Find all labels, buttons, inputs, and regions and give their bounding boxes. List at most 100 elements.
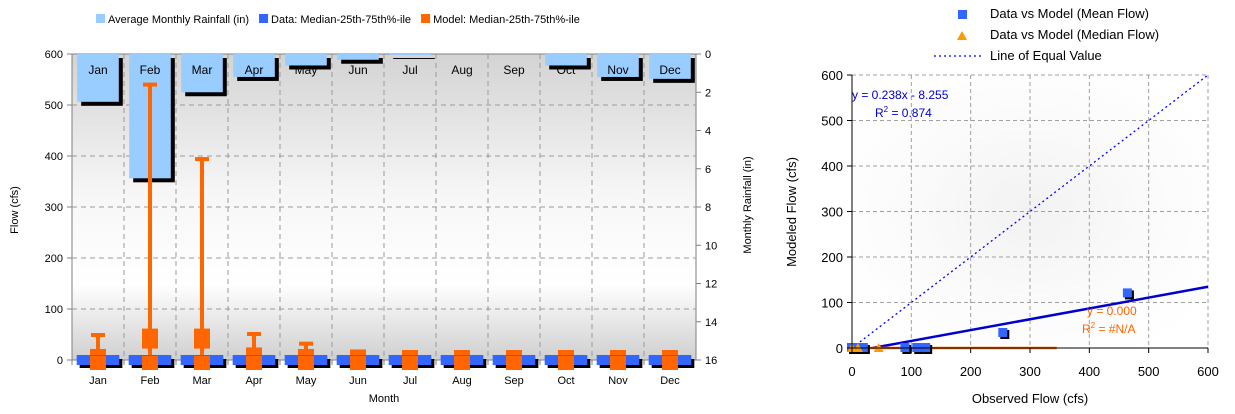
y-tick-label: 100 xyxy=(821,296,843,311)
mean-point xyxy=(1122,288,1132,298)
axes: 0 100 200 300 400 500 600 0 2 4 6 8 10 12 14 16 Jan Feb Ma… xyxy=(45,49,718,387)
model-base-marker xyxy=(90,356,106,370)
mean-trend-equation: y = 0.238x - 8.255 xyxy=(852,88,949,102)
x-tick-label: Feb xyxy=(141,375,160,387)
rainfall-bars: Jan Feb Mar Apr May Jun Jul Aug Sep Oct Nov Dec xyxy=(77,54,695,183)
legend: Average Monthly Rainfall (in) Data: Media… xyxy=(96,14,580,26)
mean-trendline xyxy=(872,285,1209,350)
x-tick-label: 200 xyxy=(960,364,982,379)
rainfall-bar-label: Aug xyxy=(451,63,472,77)
x-tick-label: Jul xyxy=(403,375,417,387)
median-trend-equation: y = 0.000 xyxy=(1087,304,1137,318)
x-tick-label: 100 xyxy=(900,364,922,379)
rainfall-bar xyxy=(389,54,431,55)
y-axis-title: Modeled Flow (cfs) xyxy=(784,157,799,267)
y-tick-label: 600 xyxy=(45,49,63,61)
model-base-marker xyxy=(610,356,626,370)
y-tick-label: 100 xyxy=(45,304,63,316)
y-axis-title: Flow (cfs) xyxy=(9,186,21,234)
rainfall-bar xyxy=(337,54,379,60)
x-tick-label: Aug xyxy=(452,375,472,387)
legend-label: Average Monthly Rainfall (in) xyxy=(108,14,249,26)
gridlines xyxy=(72,54,696,360)
rainfall-bar xyxy=(597,54,639,77)
x-tick-label: Dec xyxy=(660,375,680,387)
y-tick-label: 400 xyxy=(821,159,843,174)
legend-swatch xyxy=(421,14,431,23)
x-tick-label: 600 xyxy=(1197,364,1219,379)
y-tick-label: 0 xyxy=(57,355,63,367)
x-tick-label: Apr xyxy=(245,375,262,387)
rainfall-bar xyxy=(545,54,587,66)
rainfall-bar xyxy=(285,54,327,66)
legend-swatch xyxy=(957,31,967,40)
x-axis-title: Observed Flow (cfs) xyxy=(972,391,1088,406)
rainfall-bar-label: Mar xyxy=(192,63,213,77)
y2-tick-label: 4 xyxy=(705,126,711,138)
legend-label: Data: Median-25th-75th%-ile xyxy=(271,14,411,26)
rainfall-bar-shadow xyxy=(393,58,435,59)
data-bars xyxy=(76,355,695,370)
y2-tick-label: 2 xyxy=(705,87,711,99)
y2-tick-label: 16 xyxy=(705,355,717,367)
y-tick-label: 400 xyxy=(45,151,63,163)
mean-point xyxy=(998,327,1008,337)
y2-tick-label: 12 xyxy=(705,279,717,291)
model-base-marker xyxy=(558,356,574,370)
legend-label: Model: Median-25th-75th%-ile xyxy=(433,14,580,26)
rainfall-bar xyxy=(181,54,223,93)
rainfall-bar-label: Feb xyxy=(140,63,161,77)
rainfall-bar-shadow xyxy=(341,58,383,64)
median-trend-r2: R2 = #N/A xyxy=(1082,321,1135,336)
model-base-marker xyxy=(246,356,262,370)
axes: 0 100 200 300 400 500 600 0 100 200 300 400 500 600 xyxy=(821,68,1219,379)
y-tick-label: 600 xyxy=(821,68,843,83)
x-tick-label: 300 xyxy=(1019,364,1041,379)
monthly-flow-chart: Average Monthly Rainfall (in) Data: Media… xyxy=(9,14,754,405)
scatter-chart: Data vs Model (Mean Flow) Data vs Model (… xyxy=(784,6,1219,406)
rainfall-bar-label: Jan xyxy=(88,63,107,77)
y-tick-label: 300 xyxy=(45,202,63,214)
x-tick-label: May xyxy=(296,375,317,387)
rainfall-bar-label: Jul xyxy=(402,63,417,77)
rainfall-bar-label: Oct xyxy=(557,63,576,77)
rainfall-bar xyxy=(77,54,119,102)
mean-trend-r2: R2 = 0.874 xyxy=(875,105,932,120)
y2-tick-label: 6 xyxy=(705,164,711,176)
y-tick-label: 500 xyxy=(45,100,63,112)
x-tick-label: Oct xyxy=(557,375,574,387)
model-base-marker xyxy=(402,356,418,370)
legend-swatch xyxy=(958,10,967,19)
legend-swatch xyxy=(259,14,269,23)
y2-tick-label: 14 xyxy=(705,317,717,329)
rainfall-bar-label: Sep xyxy=(503,63,525,77)
rainfall-bar-label: Dec xyxy=(659,63,680,77)
model-base-marker xyxy=(194,356,210,370)
x-tick-label: 500 xyxy=(1138,364,1160,379)
legend-label: Line of Equal Value xyxy=(990,48,1102,63)
y2-tick-label: 10 xyxy=(705,240,717,252)
legend-label: Data vs Model (Mean Flow) xyxy=(990,6,1149,21)
rainfall-bar xyxy=(649,54,691,79)
x-tick-label: Jun xyxy=(349,375,367,387)
y-tick-label: 0 xyxy=(836,341,843,356)
x-axis-title: Month xyxy=(369,393,400,405)
legend: Data vs Model (Mean Flow) Data vs Model (… xyxy=(934,6,1159,63)
y2-tick-label: 0 xyxy=(705,49,711,61)
y2-tick-label: 8 xyxy=(705,202,711,214)
model-base-marker xyxy=(350,356,366,370)
y2-axis-title: Monthly Rainfall (in) xyxy=(742,156,754,253)
rainfall-bar-label: Nov xyxy=(607,63,628,77)
y-tick-label: 300 xyxy=(821,205,843,220)
x-tick-label: 0 xyxy=(848,364,855,379)
legend-label: Data vs Model (Median Flow) xyxy=(990,27,1159,42)
y-tick-label: 200 xyxy=(821,250,843,265)
gridlines xyxy=(852,74,1209,348)
model-base-marker xyxy=(506,356,522,370)
x-tick-label: Nov xyxy=(608,375,628,387)
model-median-marker xyxy=(142,328,158,349)
y-tick-label: 500 xyxy=(821,114,843,129)
x-tick-label: Sep xyxy=(504,375,524,387)
model-base-marker xyxy=(662,356,678,370)
x-tick-label: Jan xyxy=(89,375,107,387)
